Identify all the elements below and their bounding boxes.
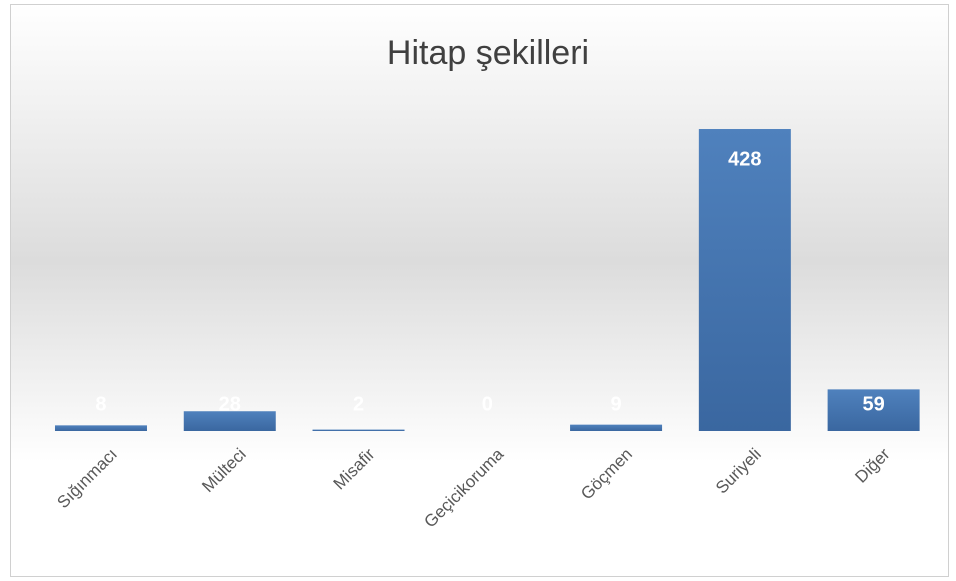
bar	[827, 389, 920, 431]
chart-title: Hitap şekilleri	[387, 34, 589, 72]
data-label: 8	[95, 393, 106, 415]
data-label: 428	[728, 148, 761, 170]
bar	[570, 424, 663, 431]
data-label: 2	[353, 393, 364, 415]
chart-frame	[10, 4, 949, 577]
data-label: 9	[611, 393, 622, 415]
bar	[312, 429, 405, 431]
data-label: 28	[219, 393, 241, 415]
bar	[698, 129, 791, 431]
bar	[54, 425, 147, 431]
data-label: 0	[482, 393, 493, 415]
bar	[183, 411, 276, 431]
data-label: 59	[862, 393, 884, 415]
